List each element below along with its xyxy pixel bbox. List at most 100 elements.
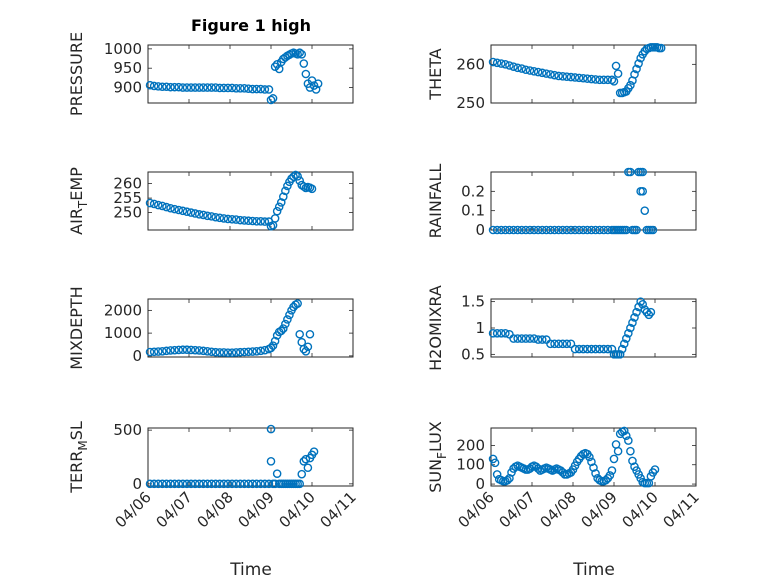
data-point	[542, 69, 551, 78]
x-tick-label: 04/08	[537, 488, 580, 531]
data-point	[291, 170, 300, 180]
y-tick-label: 500	[113, 421, 142, 439]
data-point	[235, 84, 245, 93]
data-point	[170, 479, 179, 489]
data-point	[194, 346, 204, 355]
data-point	[186, 208, 196, 217]
data-point	[617, 344, 627, 354]
axes-frame	[490, 171, 697, 231]
y-tick-label: 250	[456, 94, 485, 112]
data-point	[517, 225, 527, 235]
data-point	[174, 82, 184, 92]
data-point	[529, 225, 539, 235]
figure-title: Figure 1 high	[191, 16, 311, 35]
data-point	[626, 167, 635, 177]
y-tick-label: 1000	[104, 40, 142, 58]
data-point	[227, 214, 237, 224]
data-point	[546, 339, 555, 349]
data-point	[266, 424, 276, 434]
data-point	[558, 339, 568, 349]
data-point	[517, 334, 527, 343]
data-point	[174, 479, 184, 489]
data-point	[207, 83, 216, 92]
data-point	[303, 342, 313, 352]
data-point	[587, 344, 596, 354]
data-point	[529, 66, 539, 76]
data-point	[295, 48, 305, 58]
data-point	[650, 465, 660, 474]
data-point	[182, 345, 192, 355]
data-point	[186, 83, 196, 92]
data-point	[186, 345, 196, 355]
data-point	[509, 334, 518, 343]
data-point	[615, 350, 625, 359]
data-point	[609, 77, 619, 86]
data-point	[166, 203, 175, 213]
data-point	[227, 348, 237, 357]
data-point	[211, 347, 220, 357]
data-point	[207, 347, 216, 357]
data-point	[274, 202, 284, 212]
y-axis-label: TERRMSL	[67, 421, 90, 494]
data-point	[488, 57, 498, 67]
data-point	[227, 83, 237, 93]
data-point	[570, 225, 580, 235]
y-axis-label: PRESSURE	[67, 32, 86, 116]
data-point	[266, 456, 276, 466]
y-tick-label: 1.5	[461, 293, 485, 311]
data-point	[153, 82, 163, 91]
data-point	[268, 341, 278, 350]
data-point	[190, 345, 200, 355]
data-point	[587, 74, 596, 84]
y-tick-label: 0	[475, 221, 485, 239]
data-point	[256, 479, 266, 489]
subplot-theta: 250 260 THETA	[426, 43, 697, 112]
data-point	[632, 307, 641, 317]
data-point	[244, 347, 253, 357]
data-point	[231, 215, 241, 224]
data-point	[574, 225, 584, 235]
subplot-h2omixra: 0.5 1 1.5 H2OMIXRA	[426, 285, 697, 371]
data-point	[591, 75, 600, 84]
data-point	[182, 83, 192, 92]
data-point	[158, 201, 167, 211]
data-point	[542, 225, 551, 235]
data-point	[533, 335, 543, 344]
data-point	[496, 328, 506, 338]
data-point	[578, 225, 588, 235]
data-point	[517, 64, 527, 73]
x-axis-label-right: Time	[572, 560, 615, 580]
data-point	[513, 225, 522, 235]
data-point	[203, 211, 212, 221]
x-tick-label: 04/08	[194, 488, 237, 531]
data-point	[505, 225, 514, 235]
data-point	[186, 479, 196, 489]
x-tick-label: 04/06	[455, 488, 498, 531]
data-point	[190, 209, 200, 218]
data-point	[190, 83, 200, 92]
data-point	[630, 313, 639, 322]
data-point	[145, 347, 155, 357]
data-point	[574, 344, 584, 354]
data-point	[578, 344, 588, 354]
y-axis-label: RAINFALL	[426, 164, 445, 239]
data-point	[158, 479, 167, 489]
data-point	[215, 83, 225, 93]
data-point	[595, 75, 604, 85]
data-point	[630, 70, 639, 79]
data-point	[170, 345, 179, 355]
data-point	[240, 479, 249, 489]
data-point	[533, 464, 543, 473]
data-point	[174, 205, 184, 215]
data-point	[533, 67, 543, 77]
x-tick-label: 04/10	[276, 488, 319, 531]
y-axis-label: SUNFLUX	[426, 421, 449, 493]
data-point	[149, 479, 159, 489]
data-point	[149, 199, 159, 209]
data-point	[537, 225, 547, 235]
data-point	[149, 347, 159, 357]
data-point	[589, 463, 598, 472]
data-point	[211, 83, 220, 92]
data-point	[240, 84, 249, 93]
